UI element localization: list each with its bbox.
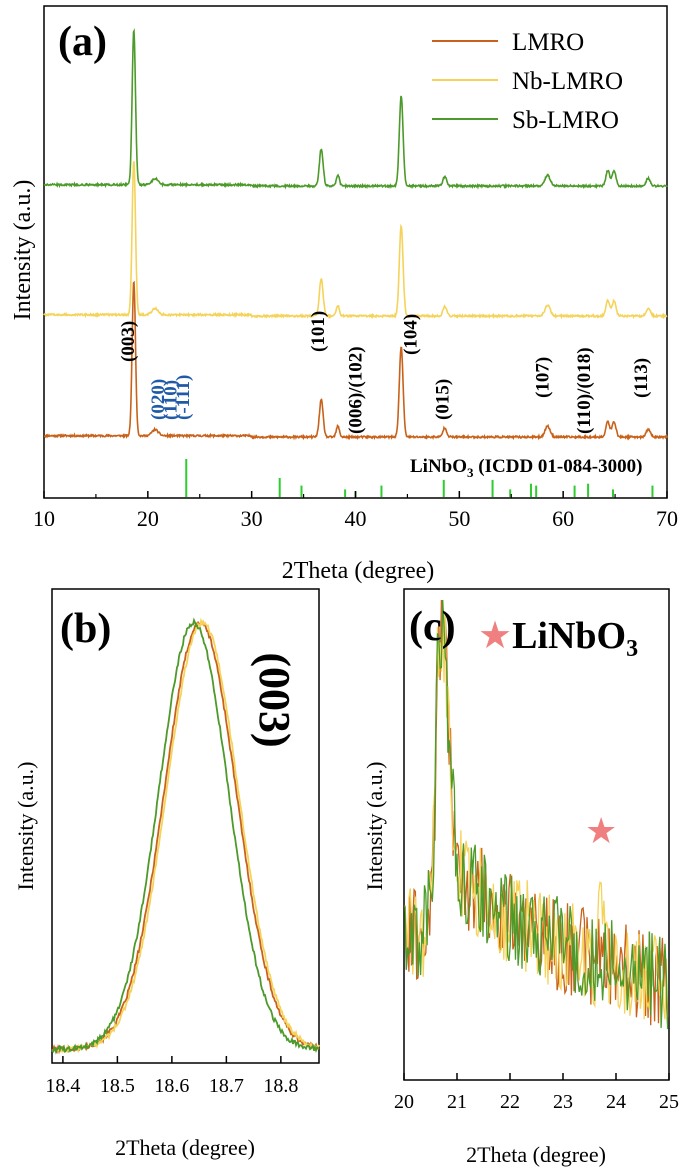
peak-label: (015): [433, 379, 454, 420]
panel-b-frame: [51, 588, 320, 1064]
x-tick-label: 18.4: [45, 1075, 80, 1097]
panel-c: 20 21 22 23 24 25 (c) ★LiNbO3 ★ Intensity (a.…: [362, 588, 679, 1167]
reference-sticks: [185, 459, 654, 497]
x-tick-label: 40: [345, 506, 367, 531]
x-tick-label: 18.8: [263, 1075, 298, 1097]
panel-a: (003) (020)(110)(-111) (101) (006)/(102) (10…: [10, 5, 678, 584]
panel-c-frame: [403, 588, 670, 1081]
scan-sb-lmro: [404, 599, 669, 1030]
panel-a-x-label: 2Theta (degree): [282, 558, 435, 584]
x-tick-label: 20: [394, 1091, 414, 1113]
panel-c-x-label: 2Theta (degree): [466, 1142, 606, 1167]
peak-label: (-111): [173, 375, 194, 420]
panel-a-x-axis: 10 20 30 40 50 60 70: [33, 491, 678, 531]
legend-label-lmro: LMRO: [512, 29, 584, 56]
peak-label: (107): [532, 357, 553, 398]
panel-c-series: [404, 599, 669, 1030]
panel-b-x-label: 2Theta (degree): [115, 1135, 255, 1160]
star-legend: ★LiNbO3: [478, 613, 638, 662]
panel-b-series: [51, 617, 320, 1055]
peak-label: (110)/(018): [574, 347, 595, 434]
spectrum-nb-lmro: [43, 161, 668, 320]
x-tick-label: 10: [33, 506, 55, 531]
legend: LMRO Nb-LMRO Sb-LMRO: [432, 29, 623, 134]
x-tick-label: 20: [137, 506, 159, 531]
panel-b-x-axis: 18.4 18.5 18.6 18.7 18.8: [45, 1056, 298, 1097]
panel-c-label: (c): [409, 604, 456, 650]
panel-a-y-label: Intensity (a.u.): [10, 180, 36, 321]
x-tick-label: 24: [606, 1091, 626, 1113]
x-tick-label: 30: [241, 506, 263, 531]
peak-label: (101): [308, 311, 329, 352]
peak-label: (104): [400, 314, 421, 355]
reference-label-main: LiNbO: [410, 456, 467, 477]
peak-label: (006)/(102): [345, 346, 366, 434]
reference-label-tail: (ICDD 01-084-3000): [474, 456, 643, 477]
legend-label-nb-lmro: Nb-LMRO: [512, 68, 623, 95]
panel-a-label: (a): [58, 19, 107, 65]
panel-c-x-axis: 20 21 22 23 24 25: [394, 1073, 679, 1113]
spectrum-lmro: [44, 280, 668, 441]
x-tick-label: 60: [552, 506, 574, 531]
x-tick-label: 70: [656, 506, 678, 531]
spectrum-sb-lmro: [43, 27, 668, 190]
x-tick-label: 21: [447, 1091, 467, 1113]
profile-nb-lmro: [51, 617, 320, 1054]
star-legend-sub: 3: [626, 636, 638, 662]
legend-label-sb-lmro: Sb-LMRO: [512, 107, 619, 134]
panel-c-y-label: Intensity (a.u.): [362, 762, 387, 891]
star-icon: ★: [478, 613, 512, 657]
peak-label: (113): [631, 358, 652, 398]
star-legend-main: LiNbO: [512, 615, 626, 657]
peak-label: (020): [148, 379, 169, 420]
peak-label: (110): [161, 380, 182, 420]
panel-b-peak-label: (003): [250, 652, 299, 747]
x-tick-label: 18.6: [154, 1075, 189, 1097]
profile-sb-lmro: [51, 617, 320, 1055]
panel-b-y-label: Intensity (a.u.): [13, 762, 38, 891]
x-tick-label: 23: [553, 1091, 573, 1113]
panel-c-star-marker: ★: [585, 811, 617, 851]
x-tick-label: 18.7: [209, 1075, 244, 1097]
x-tick-label: 18.5: [100, 1075, 135, 1097]
x-tick-label: 50: [448, 506, 470, 531]
panel-a-series: [43, 27, 668, 441]
reference-label: LiNbO3 (ICDD 01-084-3000): [410, 456, 642, 480]
x-tick-label: 25: [659, 1091, 679, 1113]
panel-b: 18.4 18.5 18.6 18.7 18.8 (b) (003) Intensity…: [13, 588, 320, 1160]
reference-label-sub: 3: [467, 465, 474, 480]
x-tick-label: 22: [500, 1091, 520, 1113]
peak-label: (003): [118, 321, 139, 362]
panel-b-label: (b): [60, 606, 111, 652]
peak-annotations: (003) (020)(110)(-111) (101) (006)/(102) (10…: [118, 311, 652, 434]
